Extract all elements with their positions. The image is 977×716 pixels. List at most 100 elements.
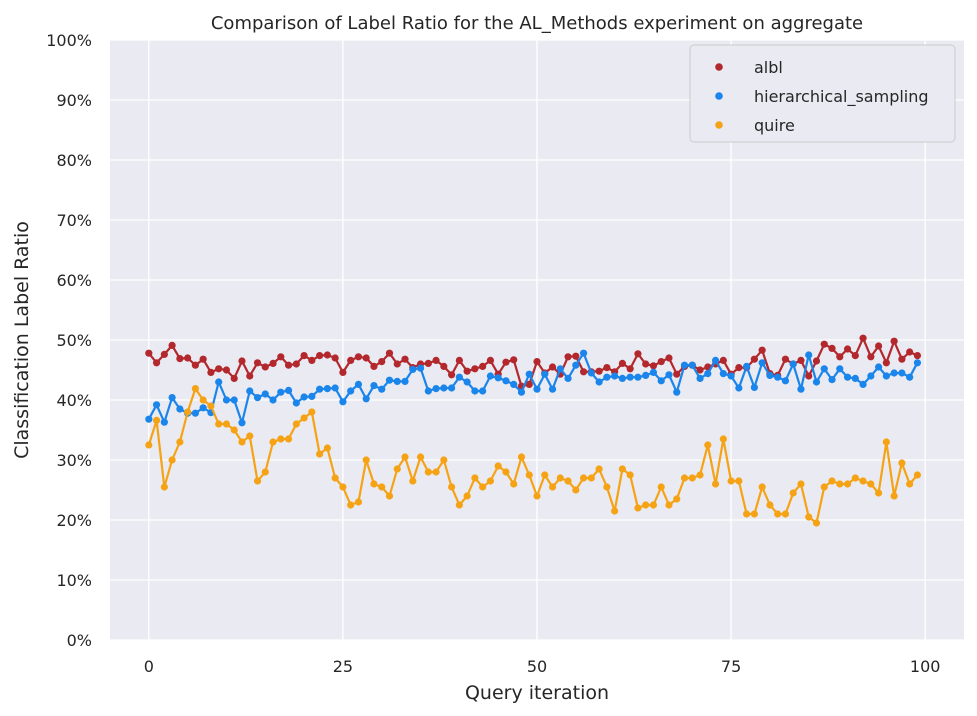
data-point xyxy=(704,441,712,449)
data-point xyxy=(145,415,153,423)
data-point xyxy=(766,501,774,509)
data-point xyxy=(743,362,751,370)
data-point xyxy=(370,382,378,390)
data-point xyxy=(812,357,821,365)
data-point xyxy=(385,492,394,500)
data-point xyxy=(292,360,300,368)
data-point xyxy=(750,355,758,363)
data-point xyxy=(812,519,821,527)
data-point xyxy=(440,384,448,392)
data-point xyxy=(510,380,518,388)
data-point xyxy=(642,501,650,509)
y-tick-label: 60% xyxy=(56,271,92,290)
data-point xyxy=(176,438,184,446)
data-point xyxy=(409,365,417,373)
data-point xyxy=(160,418,168,426)
data-point xyxy=(339,398,347,406)
data-point xyxy=(168,456,176,464)
data-point xyxy=(913,359,922,367)
data-point xyxy=(867,372,875,380)
data-point xyxy=(479,362,487,370)
data-point xyxy=(378,385,386,393)
data-point xyxy=(253,359,262,367)
data-point xyxy=(525,471,533,479)
data-point xyxy=(828,344,836,352)
data-point xyxy=(292,399,300,407)
data-point xyxy=(277,353,285,361)
data-point xyxy=(626,365,634,373)
series-line xyxy=(147,387,919,525)
data-point xyxy=(611,507,619,515)
data-point xyxy=(191,385,199,393)
data-point xyxy=(409,477,417,485)
data-point xyxy=(308,356,316,364)
data-point xyxy=(471,365,479,373)
data-point xyxy=(316,385,324,393)
data-point xyxy=(323,385,331,393)
data-point xyxy=(913,352,922,360)
data-point xyxy=(160,350,168,358)
data-point xyxy=(486,356,495,364)
data-point xyxy=(867,480,875,488)
data-point xyxy=(603,364,611,372)
data-point xyxy=(316,450,324,458)
data-point xyxy=(657,483,665,491)
data-point xyxy=(215,420,223,428)
data-point xyxy=(789,489,797,497)
data-point xyxy=(820,365,828,373)
data-point xyxy=(246,372,254,380)
data-point xyxy=(184,408,192,416)
data-point xyxy=(331,384,339,392)
data-point xyxy=(199,396,207,404)
data-point xyxy=(688,474,696,482)
data-point xyxy=(261,363,269,371)
data-point xyxy=(649,362,658,370)
data-point xyxy=(587,474,595,482)
y-tick-label: 0% xyxy=(67,631,92,650)
data-point xyxy=(471,387,479,395)
y-tick-label: 50% xyxy=(56,331,92,350)
data-point xyxy=(378,358,386,366)
data-point xyxy=(766,371,774,379)
data-point xyxy=(843,345,852,353)
series-line xyxy=(147,352,919,424)
data-point xyxy=(331,354,339,362)
data-point xyxy=(626,373,634,381)
legend-label: quire xyxy=(754,116,795,135)
data-point xyxy=(152,359,161,367)
chart-title: Comparison of Label Ratio for the AL_Met… xyxy=(211,13,863,34)
data-point xyxy=(222,366,231,374)
data-point xyxy=(750,383,758,391)
data-point xyxy=(906,480,914,488)
data-point xyxy=(843,480,852,488)
data-point xyxy=(867,353,875,361)
data-point xyxy=(859,334,867,342)
data-point xyxy=(222,396,231,404)
data-point xyxy=(634,350,642,358)
data-point xyxy=(727,477,735,485)
data-point xyxy=(758,359,766,367)
data-point xyxy=(548,483,557,491)
series-line xyxy=(147,337,918,388)
data-point xyxy=(704,370,712,378)
data-point xyxy=(269,438,277,446)
data-point xyxy=(331,474,339,482)
data-point xyxy=(851,474,859,482)
data-point xyxy=(199,404,207,412)
data-point xyxy=(424,468,432,476)
legend-box xyxy=(689,44,956,143)
data-point xyxy=(859,380,867,388)
data-point xyxy=(797,480,805,488)
data-point xyxy=(836,480,844,488)
data-point xyxy=(463,367,471,375)
data-point xyxy=(284,435,293,443)
data-point xyxy=(253,477,262,485)
data-point xyxy=(246,387,254,395)
x-tick-label: 100 xyxy=(910,657,941,676)
data-point xyxy=(843,373,852,381)
data-point xyxy=(455,373,463,381)
data-point xyxy=(300,414,308,422)
data-point xyxy=(347,501,355,509)
data-point xyxy=(401,355,409,363)
data-point xyxy=(533,358,541,366)
